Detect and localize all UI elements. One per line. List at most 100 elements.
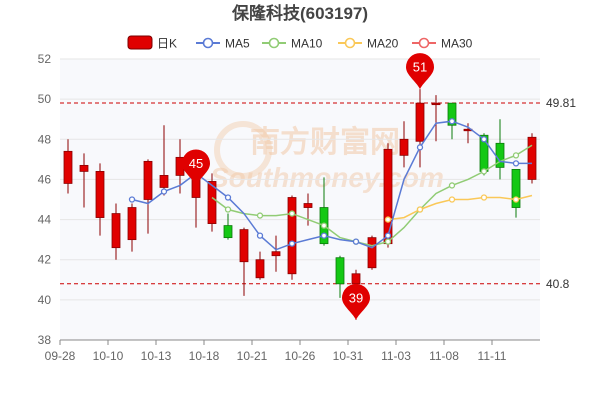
candle-body (527, 136, 537, 180)
ma10-point (224, 206, 232, 213)
legend-label: MA10 (291, 37, 323, 51)
candle-body (447, 102, 457, 126)
watermark-cn: 南方财富网 (250, 125, 400, 159)
legend-item-ma20[interactable]: MA20 (338, 37, 399, 51)
pin-shape (182, 149, 210, 186)
pin-marker: 39 (342, 283, 370, 320)
ma20-point (480, 194, 488, 201)
candle (127, 203, 137, 252)
legend-item-日k[interactable]: 日K (127, 35, 177, 51)
candle-body (111, 213, 121, 249)
candle (527, 133, 537, 184)
candle (271, 235, 281, 272)
x-tick-label: 11-03 (381, 349, 411, 363)
candle (431, 95, 441, 142)
ma10-point (512, 152, 520, 159)
candle-body (335, 257, 345, 285)
ma10-point (448, 182, 456, 189)
y-tick-label: 46 (38, 172, 52, 186)
ma5-point (320, 232, 328, 239)
candle (287, 195, 297, 280)
candle-body (383, 148, 393, 245)
candle-body (79, 164, 89, 172)
watermark-en: Southmoney.com (210, 162, 444, 193)
candle (255, 251, 265, 280)
markers: 45 39 51 (182, 53, 435, 320)
ma10-point (320, 222, 328, 229)
ma5-point (512, 160, 520, 167)
legend-marker-icon (268, 37, 280, 49)
legend-label: MA5 (225, 37, 250, 51)
candle (415, 89, 425, 168)
ma5-point (256, 232, 264, 239)
x-tick-label: 10-13 (141, 349, 172, 363)
ma20-point (384, 216, 392, 223)
x-tick-label: 10-31 (333, 349, 364, 363)
ma5-point (128, 196, 136, 203)
pin-label: 45 (189, 156, 203, 171)
candle-body (95, 170, 105, 218)
candle-body (287, 197, 297, 275)
pin-shape (406, 53, 435, 90)
legend-label: MA30 (441, 37, 473, 51)
ma5-point (160, 188, 168, 195)
x-tick-label: 10-21 (237, 349, 268, 363)
reference-lines: 49.81 40.8 (60, 96, 576, 291)
candle-body (239, 229, 249, 263)
y-tick-label: 42 (38, 253, 52, 267)
ma10-point (288, 210, 296, 217)
candle-body (367, 237, 377, 269)
candle-body (159, 175, 169, 188)
candle-body (63, 150, 73, 184)
candle (223, 213, 233, 240)
candle-body (431, 102, 441, 106)
pin-marker: 51 (406, 53, 435, 90)
candle (399, 121, 409, 168)
x-tick-label: 10-26 (285, 349, 316, 363)
candle-body (303, 203, 313, 208)
y-tick-label: 38 (38, 333, 52, 347)
candle-body (399, 138, 409, 156)
ma5-point (416, 144, 424, 151)
ma5-point (224, 194, 232, 201)
x-tick-label: 10-18 (189, 349, 220, 363)
legend-item-ma5[interactable]: MA5 (196, 37, 250, 51)
pin-label: 39 (349, 290, 363, 305)
pin-label: 51 (413, 60, 427, 75)
reference-line-label: 49.81 (546, 96, 576, 110)
candle-body (255, 259, 265, 279)
candle-body (511, 168, 521, 208)
candle-body (223, 225, 233, 239)
ma5-point (384, 232, 392, 239)
ma10-point (480, 168, 488, 175)
legend-marker-icon (344, 37, 356, 49)
ma10-line (211, 144, 533, 247)
x-tick-label: 09-28 (45, 349, 76, 363)
candle-body (127, 207, 137, 241)
candle (239, 227, 249, 296)
candle (335, 255, 345, 298)
ma20-point (448, 196, 456, 203)
legend-item-ma10[interactable]: MA10 (262, 37, 323, 51)
legend-candle-icon (127, 35, 153, 50)
y-tick-label: 48 (38, 132, 52, 146)
x-tick-label: 11-08 (429, 349, 459, 363)
pin-marker: 45 (182, 149, 210, 186)
candle-body (415, 102, 425, 142)
candle (143, 159, 153, 234)
legend-item-ma30[interactable]: MA30 (412, 37, 473, 51)
ma10-point (256, 212, 264, 219)
candle (63, 139, 73, 194)
candle (79, 153, 89, 208)
legend-label: MA20 (367, 37, 399, 51)
y-tick-label: 50 (38, 92, 52, 106)
ma5-point (288, 240, 296, 247)
legend-label: 日K (157, 37, 177, 51)
legend[interactable]: 日K MA5 MA10 MA20 MA30 (127, 35, 473, 51)
y-tick-label: 40 (38, 293, 52, 307)
x-axis: 09-28 10-10 10-13 10-18 10-21 10-26 10-31 11-03… (45, 339, 540, 363)
x-tick-label: 10-10 (93, 349, 124, 363)
candle (95, 163, 105, 236)
y-axis: 38 40 42 44 46 48 50 52 (38, 52, 52, 347)
